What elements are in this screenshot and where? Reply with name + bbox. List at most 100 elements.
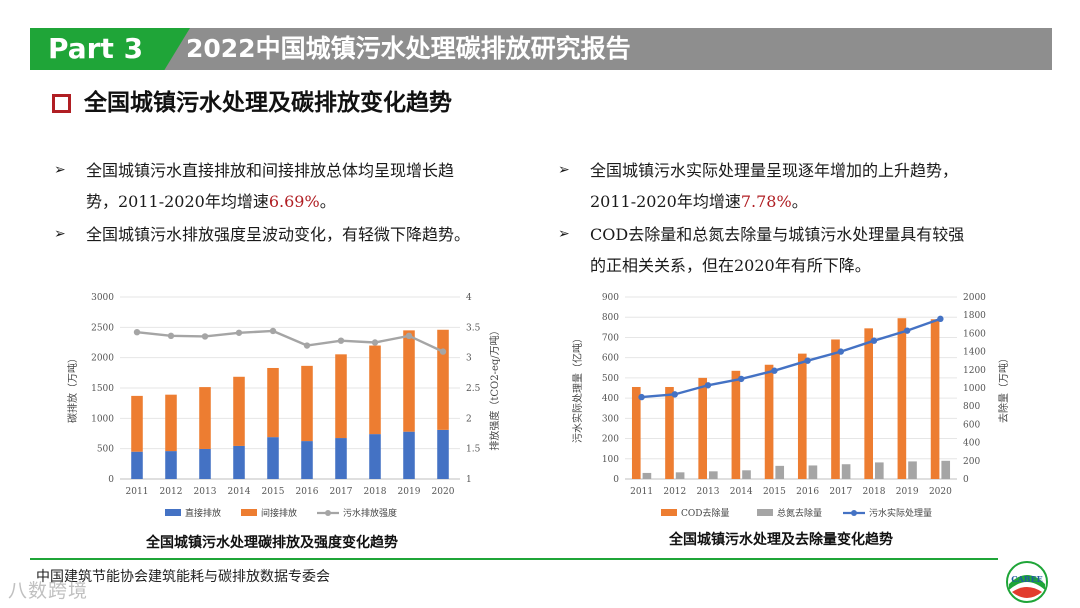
- bar-cod: [897, 318, 907, 479]
- y2-tick-label: 1400: [963, 348, 986, 358]
- chart2-title: 全国城镇污水处理及去除量变化趋势: [669, 532, 893, 548]
- y-axis-title: 污水实际处理量（亿吨）: [571, 333, 584, 443]
- line-point: [937, 315, 944, 323]
- footer-divider: [30, 558, 998, 560]
- bar-indirect: [301, 365, 313, 442]
- bar-direct: [369, 434, 381, 479]
- bar-direct: [131, 451, 143, 479]
- left-bullet-2: ➢ 全国城镇污水排放强度呈波动变化，有轻微下降趋势。: [54, 219, 470, 250]
- left-bullet-1-line2: 势，2011-2020年均增速6.69%。: [86, 192, 336, 211]
- section-title: 全国城镇污水处理及碳排放变化趋势: [84, 89, 452, 116]
- legend-swatch: [241, 509, 257, 516]
- x-tick-label: 2012: [160, 487, 183, 497]
- series-line-污水实际处理量: [641, 317, 941, 399]
- line-point: [738, 375, 745, 383]
- bar-indirect: [165, 394, 177, 452]
- footer-org: 中国建筑节能协会建筑能耗与碳排放数据专委会: [36, 569, 330, 585]
- bar-cod: [631, 386, 641, 479]
- right-bullet-1-line2: 2011-2020年均增速7.78%。: [590, 192, 808, 211]
- line-point: [337, 337, 345, 344]
- bar-tn: [775, 465, 785, 479]
- legend-label: 间接排放: [261, 507, 297, 519]
- x-tick-label: 2016: [296, 487, 319, 497]
- legend-marker: [851, 510, 857, 516]
- bar-direct: [165, 451, 177, 479]
- y-tick-label: 200: [602, 435, 619, 445]
- line-point: [201, 333, 209, 340]
- bar-tn: [742, 470, 751, 479]
- y2-tick-label: 400: [963, 439, 980, 449]
- bar-indirect: [335, 354, 347, 439]
- x-tick-label: 2020: [432, 487, 455, 497]
- line-point: [269, 327, 277, 335]
- bar-cod: [864, 328, 873, 479]
- line-point: [671, 391, 678, 398]
- wastewater-removal-chart: 0 100 200 300 400 500 600 700 800 900 0 200 400 600 80…: [571, 293, 1010, 519]
- bar-indirect: [233, 376, 245, 446]
- carbon-emission-chart: 0 500 1000 1500 2000 2500 3000 1 1.5 2 2.5 3 3.5 4 201…: [66, 293, 501, 519]
- bar-cod: [831, 339, 840, 479]
- y2-tick-label: 2.5: [466, 384, 481, 394]
- bar-tn: [941, 460, 951, 479]
- y2-tick-label: 3.5: [466, 323, 481, 333]
- y2-tick-label: 1800: [963, 311, 986, 321]
- bar-indirect: [437, 329, 449, 430]
- arrow-bullet-icon: ➢: [54, 162, 66, 178]
- line-point: [771, 367, 778, 374]
- bar-cod: [797, 353, 807, 479]
- legend-label: 直接排放: [185, 507, 221, 519]
- y-tick-label: 2500: [91, 323, 114, 333]
- line-point: [704, 382, 712, 389]
- legend-marker: [325, 510, 331, 516]
- legend-swatch: [661, 509, 677, 516]
- line-point: [371, 339, 379, 346]
- bar-indirect: [131, 395, 143, 452]
- y-tick-label: 1500: [91, 384, 114, 394]
- right-bullet-2: ➢ COD去除量和总氮去除量与城镇污水处理量具有较强 的正相关关系，但在2020…: [558, 219, 965, 281]
- y-tick-label: 500: [602, 374, 619, 384]
- header-bar: [30, 28, 1052, 70]
- line-point: [870, 337, 878, 344]
- section-square-icon: [52, 94, 71, 113]
- part-label: Part 3: [48, 32, 144, 65]
- bar-cod: [731, 370, 741, 479]
- x-tick-label: 2019: [896, 487, 919, 497]
- x-tick-label: 2015: [262, 487, 285, 497]
- bar-tn: [875, 462, 884, 479]
- y2-tick-label: 800: [963, 402, 980, 412]
- bar-indirect: [267, 367, 279, 438]
- part-badge: [30, 28, 190, 70]
- watermark: 八数跨境: [8, 580, 89, 602]
- y2-tick-label: 1: [466, 475, 472, 485]
- bar-direct: [335, 438, 347, 479]
- arrow-bullet-icon: ➢: [54, 226, 66, 242]
- line-point: [904, 327, 911, 334]
- bar-tn: [908, 461, 917, 479]
- bar-cod: [665, 386, 674, 479]
- y-tick-label: 500: [97, 445, 114, 455]
- y2-tick-label: 0: [963, 475, 969, 485]
- bar-tn: [841, 464, 851, 479]
- bar-indirect: [403, 330, 415, 432]
- right-bullet-2-line1: COD去除量和总氮去除量与城镇污水处理量具有较强: [590, 225, 965, 244]
- right-bullet-1: ➢ 全国城镇污水实际处理量呈现逐年增加的上升趋势， 2011-2020年均增速7…: [558, 155, 958, 217]
- x-tick-label: 2018: [364, 487, 387, 497]
- legend-swatch: [165, 509, 181, 516]
- left-bullet-1: ➢ 全国城镇污水直接排放和间接排放总体均呈现增长趋 势，2011-2020年均增…: [54, 155, 455, 217]
- y-tick-label: 400: [602, 394, 619, 404]
- x-tick-label: 2011: [126, 487, 149, 497]
- y2-tick-label: 1200: [963, 366, 986, 376]
- cabee-logo: CABEE: [1006, 561, 1048, 603]
- y2-tick-label: 4: [466, 293, 472, 303]
- y-tick-label: 800: [602, 313, 619, 323]
- y-tick-label: 3000: [91, 293, 114, 303]
- y2-tick-label: 1000: [963, 384, 986, 394]
- y-tick-label: 0: [613, 475, 619, 485]
- line-point: [638, 393, 645, 401]
- y-tick-label: 700: [602, 333, 619, 343]
- arrow-bullet-icon: ➢: [558, 226, 570, 242]
- y2-tick-label: 600: [963, 420, 980, 430]
- left-bullet-1-line1: 全国城镇污水直接排放和间接排放总体均呈现增长趋: [86, 161, 455, 180]
- y2-axis-title: 去除量（万吨）: [997, 353, 1010, 423]
- x-tick-label: 2014: [228, 487, 251, 497]
